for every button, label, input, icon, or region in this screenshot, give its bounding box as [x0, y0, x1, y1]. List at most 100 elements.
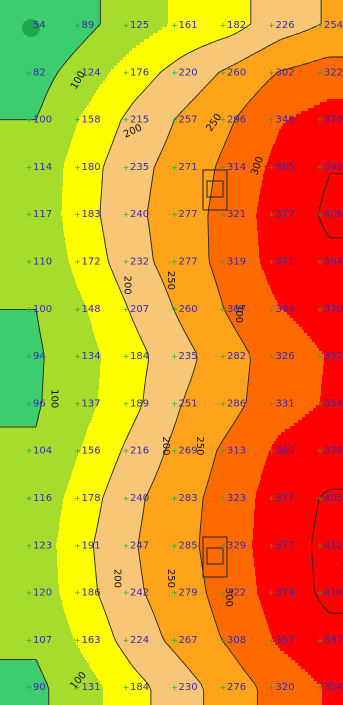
color-band-segment: [141, 528, 200, 531]
color-band-segment: [141, 675, 195, 678]
color-band-segment: [152, 246, 209, 249]
color-band-segment: [209, 204, 258, 207]
value-label: 215: [130, 115, 149, 126]
color-band-segment: [119, 123, 173, 126]
color-band-segment: [162, 636, 221, 639]
color-band-segment: [104, 234, 150, 237]
color-band-segment: [0, 363, 44, 366]
color-band-segment: [71, 630, 112, 633]
color-band-segment: [251, 15, 321, 18]
color-band-segment: [262, 471, 343, 474]
color-band-segment: [256, 582, 343, 585]
color-band-segment: [250, 24, 320, 27]
color-band-segment: [257, 690, 322, 693]
color-band-segment: [202, 507, 255, 510]
color-band-segment: [100, 372, 146, 375]
color-band-segment: [94, 93, 140, 96]
color-band-segment: [71, 141, 113, 144]
color-band-segment: [100, 18, 168, 21]
color-band-segment: [0, 189, 62, 192]
color-band-segment: [255, 501, 343, 504]
color-band-segment: [207, 594, 258, 597]
value-label: 360: [276, 446, 295, 457]
value-label: 313: [227, 446, 246, 457]
color-band-segment: [0, 600, 62, 603]
color-band-segment: [104, 492, 148, 495]
color-band-segment: [274, 441, 343, 444]
measure-point: +: [171, 305, 178, 314]
color-band-segment: [0, 507, 62, 510]
color-band-segment: [202, 561, 254, 564]
color-band-segment: [257, 693, 322, 696]
color-band-segment: [248, 387, 321, 390]
color-band-segment: [82, 297, 124, 300]
measure-point: +: [74, 399, 81, 408]
color-band-segment: [40, 666, 90, 669]
color-band-segment: [58, 576, 96, 579]
color-band-segment: [262, 48, 343, 51]
color-band-segment: [90, 666, 133, 669]
color-band-segment: [278, 39, 343, 42]
color-band-segment: [144, 507, 202, 510]
color-band-segment: [153, 171, 214, 174]
color-band-segment: [60, 516, 99, 519]
value-label: 285: [179, 540, 198, 551]
color-band-segment: [153, 255, 209, 258]
value-label: 235: [179, 351, 198, 362]
color-band-segment: [0, 144, 70, 147]
color-band-segment: [305, 669, 343, 672]
color-band-segment: [257, 699, 322, 702]
color-band-segment: [253, 552, 343, 555]
color-band-segment: [152, 249, 209, 252]
color-band-segment: [322, 702, 343, 705]
color-band-segment: [187, 105, 245, 108]
color-band-segment: [67, 249, 106, 252]
color-band-segment: [0, 486, 67, 489]
color-band-segment: [100, 510, 143, 513]
color-band-segment: [0, 351, 44, 354]
color-band-segment: [257, 591, 343, 594]
color-band-segment: [108, 258, 153, 261]
color-band-segment: [103, 693, 151, 696]
color-band-segment: [254, 558, 343, 561]
color-band-segment: [255, 567, 343, 570]
color-band-segment: [252, 546, 343, 549]
color-band-segment: [165, 141, 225, 144]
color-band-segment: [119, 645, 169, 648]
color-band-segment: [0, 633, 72, 636]
color-band-segment: [0, 573, 58, 576]
color-band-segment: [0, 306, 87, 309]
color-band-segment: [146, 348, 194, 351]
color-band-segment: [40, 330, 93, 333]
color-band-segment: [0, 39, 85, 42]
value-label: 387: [324, 635, 343, 646]
color-band-segment: [293, 66, 343, 69]
color-band-segment: [98, 345, 145, 348]
color-band-segment: [148, 207, 209, 210]
color-band-segment: [58, 531, 96, 534]
measure-point: +: [171, 683, 178, 692]
color-band-segment: [129, 660, 182, 663]
color-band-segment: [101, 600, 148, 603]
color-band-segment: [99, 594, 146, 597]
color-band-segment: [227, 645, 278, 648]
color-band-segment: [213, 462, 265, 465]
color-band-segment: [323, 57, 343, 60]
contour-label: 300: [223, 588, 234, 607]
color-band-segment: [76, 282, 117, 285]
value-label: 394: [324, 257, 343, 268]
color-band-segment: [133, 666, 188, 669]
color-band-segment: [114, 138, 167, 141]
color-band-segment: [322, 687, 343, 690]
color-band-segment: [322, 378, 343, 381]
color-band-segment: [85, 39, 144, 42]
color-band-segment: [186, 390, 247, 393]
color-band-segment: [210, 42, 273, 45]
color-band-segment: [42, 396, 98, 399]
color-band-segment: [150, 234, 208, 237]
color-band-segment: [0, 477, 70, 480]
color-band-segment: [141, 564, 202, 567]
color-band-segment: [58, 570, 96, 573]
value-label: 410: [324, 588, 343, 599]
color-band-segment: [153, 480, 208, 483]
